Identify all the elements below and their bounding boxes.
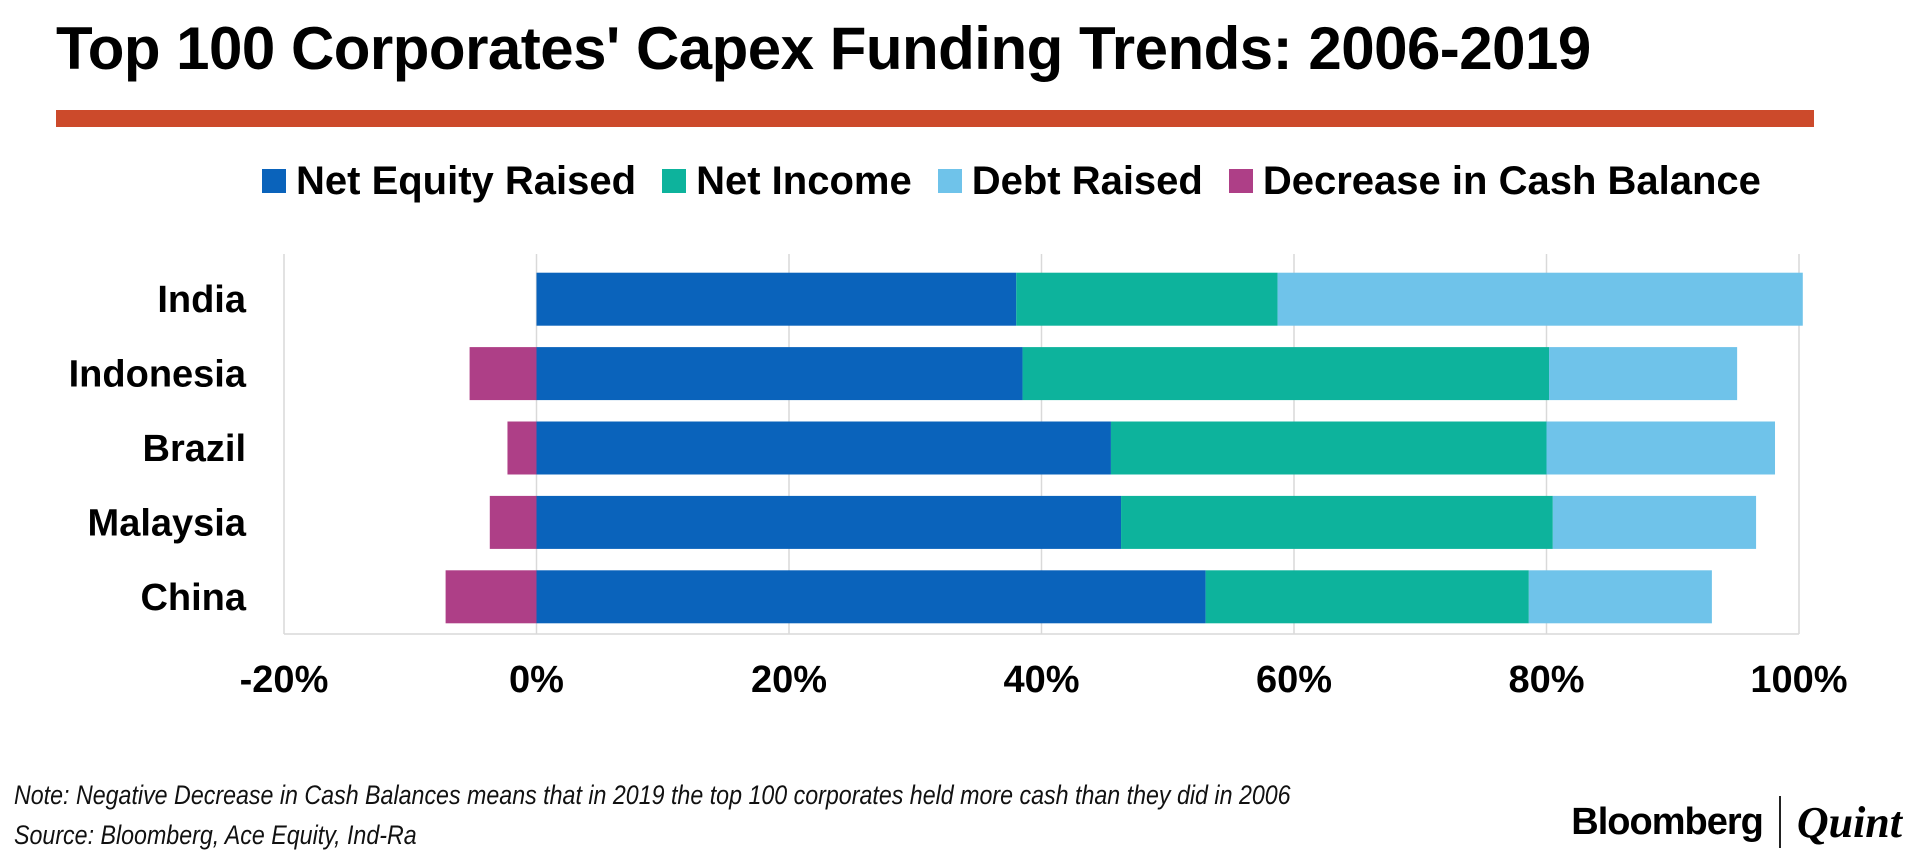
bar-china-net-income xyxy=(1205,570,1529,624)
bar-brazil-decrease-in-cash-balance xyxy=(507,421,537,475)
brand-divider xyxy=(1778,796,1781,848)
legend: Net Equity Raised Net Income Debt Raised… xyxy=(262,156,1761,206)
brand-bloomberg: Bloomberg xyxy=(1571,800,1764,843)
legend-item-debt: Debt Raised xyxy=(937,158,1203,204)
legend-swatch-debt xyxy=(937,169,962,193)
x-tick-label: 60% xyxy=(1256,659,1332,701)
source-text: Source: Bloomberg, Ace Equity, Ind-Ra xyxy=(14,820,417,850)
bar-china-decrease-in-cash-balance xyxy=(445,570,537,624)
bar-china-net-equity-raised xyxy=(536,570,1206,624)
x-tick-label: 20% xyxy=(751,659,827,701)
bar-brazil-net-equity-raised xyxy=(536,421,1111,475)
category-label-india: India xyxy=(157,279,247,321)
legend-label-net-equity: Net Equity Raised xyxy=(296,158,637,203)
bar-india-net-income xyxy=(1016,272,1278,326)
category-label-malaysia: Malaysia xyxy=(88,502,247,544)
legend-item-net-equity: Net Equity Raised xyxy=(262,159,636,204)
title-rule xyxy=(56,110,1814,127)
legend-label-cash: Decrease in Cash Balance xyxy=(1262,158,1761,203)
bar-malaysia-decrease-in-cash-balance xyxy=(489,495,537,549)
x-tick-label: 80% xyxy=(1508,659,1584,701)
x-tick-label: -20% xyxy=(240,659,329,701)
legend-item-cash: Decrease in Cash Balance xyxy=(1228,158,1761,204)
note-text: Note: Negative Decrease in Cash Balances… xyxy=(14,780,1291,810)
category-label-china: China xyxy=(140,577,246,619)
x-tick-label: 40% xyxy=(1003,659,1079,701)
legend-label-debt: Debt Raised xyxy=(971,158,1203,203)
bar-india-net-equity-raised xyxy=(536,272,1017,326)
legend-swatch-net-income xyxy=(662,169,687,193)
bar-indonesia-net-equity-raised xyxy=(536,347,1023,401)
bar-indonesia-debt-raised xyxy=(1549,347,1738,401)
bar-indonesia-decrease-in-cash-balance xyxy=(469,347,537,401)
category-label-indonesia: Indonesia xyxy=(69,354,247,396)
bar-india-debt-raised xyxy=(1277,272,1803,326)
bar-malaysia-net-equity-raised xyxy=(536,495,1122,549)
stacked-bar-chart: India Indonesia Brazil Malaysia China -20% 0% 2… xyxy=(69,254,1848,701)
bar-indonesia-net-income xyxy=(1022,347,1550,401)
legend-swatch-net-equity xyxy=(262,169,286,193)
legend-item-net-income: Net Income xyxy=(662,159,912,204)
bar-brazil-net-income xyxy=(1110,421,1547,475)
brand-quint: Quint xyxy=(1796,797,1902,847)
category-label-brazil: Brazil xyxy=(143,428,246,470)
legend-label-net-income: Net Income xyxy=(696,158,912,203)
chart-title: Top 100 Corporates' Capex Funding Trends… xyxy=(56,15,1591,82)
bar-china-debt-raised xyxy=(1528,570,1712,624)
brand-logo: Bloomberg Quint xyxy=(1571,796,1902,848)
x-tick-label: 0% xyxy=(509,659,564,701)
bar-malaysia-debt-raised xyxy=(1552,495,1757,549)
bar-brazil-debt-raised xyxy=(1546,421,1776,475)
bar-malaysia-net-income xyxy=(1121,495,1553,549)
legend-swatch-cash xyxy=(1228,169,1253,193)
x-tick-label: 100% xyxy=(1750,659,1847,701)
